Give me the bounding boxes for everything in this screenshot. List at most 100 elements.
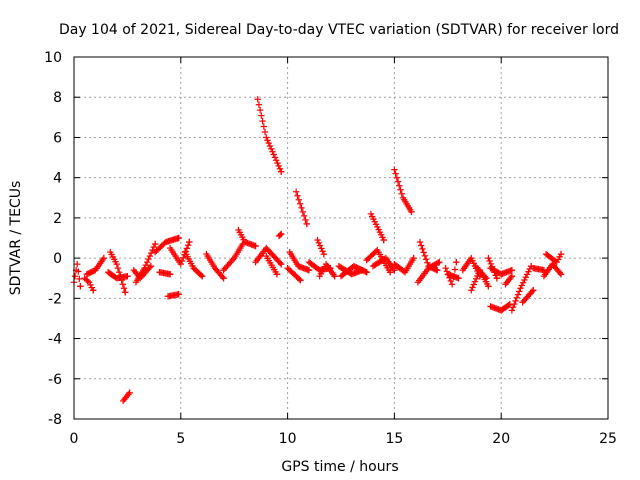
data-point-marker: [271, 154, 279, 161]
data-point-marker: [506, 301, 513, 308]
data-point-marker: [151, 240, 159, 248]
data-point-marker: [523, 271, 531, 278]
data-point-marker: [485, 283, 492, 290]
data-point-marker: [114, 264, 122, 272]
data-point-marker: [557, 250, 565, 258]
chart-title: Day 104 of 2021, Sidereal Day-to-day VTE…: [59, 22, 619, 38]
data-point-marker: [391, 266, 398, 274]
data-point-marker: [74, 260, 81, 268]
data-point-marker: [264, 137, 271, 144]
data-point-marker: [115, 268, 123, 276]
data-point-marker: [122, 289, 129, 296]
data-point-marker: [516, 288, 523, 295]
data-point-marker: [530, 287, 537, 294]
data-point-marker: [314, 236, 321, 244]
x-tick-label: 10: [279, 431, 297, 447]
data-point-marker: [519, 279, 527, 286]
data-point-marker: [303, 220, 311, 228]
y-tick-label: 10: [44, 50, 62, 66]
data-point-marker: [470, 281, 477, 288]
data-point-marker: [269, 148, 276, 155]
x-tick-label: 0: [70, 431, 79, 447]
data-point-marker: [77, 283, 84, 290]
data-point-marker: [100, 254, 108, 262]
data-point-marker: [448, 281, 456, 288]
data-point-marker: [508, 266, 516, 274]
data-point-marker: [146, 264, 153, 271]
data-point-marker: [514, 291, 522, 298]
data-point-marker: [455, 275, 462, 282]
data-point-marker: [177, 260, 184, 268]
data-point-marker: [453, 258, 460, 266]
data-point-marker: [556, 269, 563, 276]
data-point-marker: [252, 242, 259, 250]
data-point-marker: [433, 266, 441, 274]
data-point-marker: [120, 285, 128, 292]
data-point-marker: [229, 256, 237, 263]
data-point-marker: [397, 186, 404, 193]
data-point-marker: [75, 268, 82, 275]
data-point-marker: [266, 142, 274, 150]
y-tick-label: -4: [48, 332, 62, 348]
data-point-marker: [90, 287, 97, 294]
data-point-marker: [184, 241, 192, 249]
data-point-marker: [197, 271, 205, 279]
x-tick-label: 15: [385, 431, 403, 447]
data-point-marker: [295, 275, 303, 283]
data-point-marker: [178, 257, 186, 265]
data-point-marker: [410, 254, 417, 262]
data-point-marker: [508, 307, 516, 314]
data-point-marker: [305, 266, 313, 274]
data-point-marker: [331, 273, 338, 280]
data-point-marker: [391, 166, 398, 173]
data-point-marker: [292, 188, 300, 195]
data-point-marker: [277, 260, 285, 268]
data-point-marker: [508, 273, 516, 280]
data-point-marker: [517, 285, 524, 292]
data-point-marker: [220, 275, 227, 282]
data-point-marker: [394, 178, 402, 185]
data-point-marker: [259, 117, 266, 125]
data-point-marker: [420, 249, 427, 256]
data-point-marker: [386, 268, 394, 276]
data-point-marker: [398, 190, 405, 197]
data-point-marker: [557, 271, 565, 278]
data-point-marker: [392, 170, 399, 177]
y-tick-label: 0: [53, 251, 62, 267]
data-point-marker: [265, 139, 272, 147]
data-point-marker: [320, 250, 328, 258]
data-point-marker: [180, 254, 187, 262]
data-point-marker: [419, 245, 426, 253]
data-point-marker: [518, 282, 525, 289]
data-point-marker: [258, 112, 265, 119]
data-point-marker: [254, 96, 261, 103]
data-point-marker: [277, 230, 285, 238]
data-point-marker: [76, 275, 83, 283]
data-point-marker: [276, 259, 284, 267]
data-point-marker: [474, 272, 481, 280]
y-tick-label: -2: [48, 291, 62, 307]
data-point-marker: [294, 192, 301, 199]
data-point-marker: [486, 257, 493, 265]
data-point-marker: [442, 264, 449, 272]
data-point-marker: [276, 165, 284, 172]
data-point-marker: [147, 262, 155, 270]
data-point-marker: [119, 281, 127, 288]
y-tick-label: 2: [53, 211, 62, 227]
data-point-marker: [198, 273, 206, 280]
data-point-marker: [362, 268, 369, 275]
data-point-marker: [434, 259, 442, 267]
data-point-marker: [469, 284, 476, 291]
data-point-marker: [297, 277, 304, 284]
data-point-marker: [256, 106, 264, 114]
data-point-marker: [275, 162, 282, 170]
data-point-marker: [145, 255, 152, 263]
axis-ticks: 0 5 10 15 20 25 -8 -6 -4 -2 0 2 4 6 8 10: [44, 50, 617, 447]
data-point-marker: [219, 273, 226, 280]
data-point-marker: [512, 297, 519, 305]
data-point-marker: [300, 212, 308, 220]
data-point-marker: [147, 249, 155, 257]
data-point-marker: [481, 273, 489, 280]
data-point-marker: [126, 389, 133, 397]
data-point-marker: [315, 239, 322, 247]
